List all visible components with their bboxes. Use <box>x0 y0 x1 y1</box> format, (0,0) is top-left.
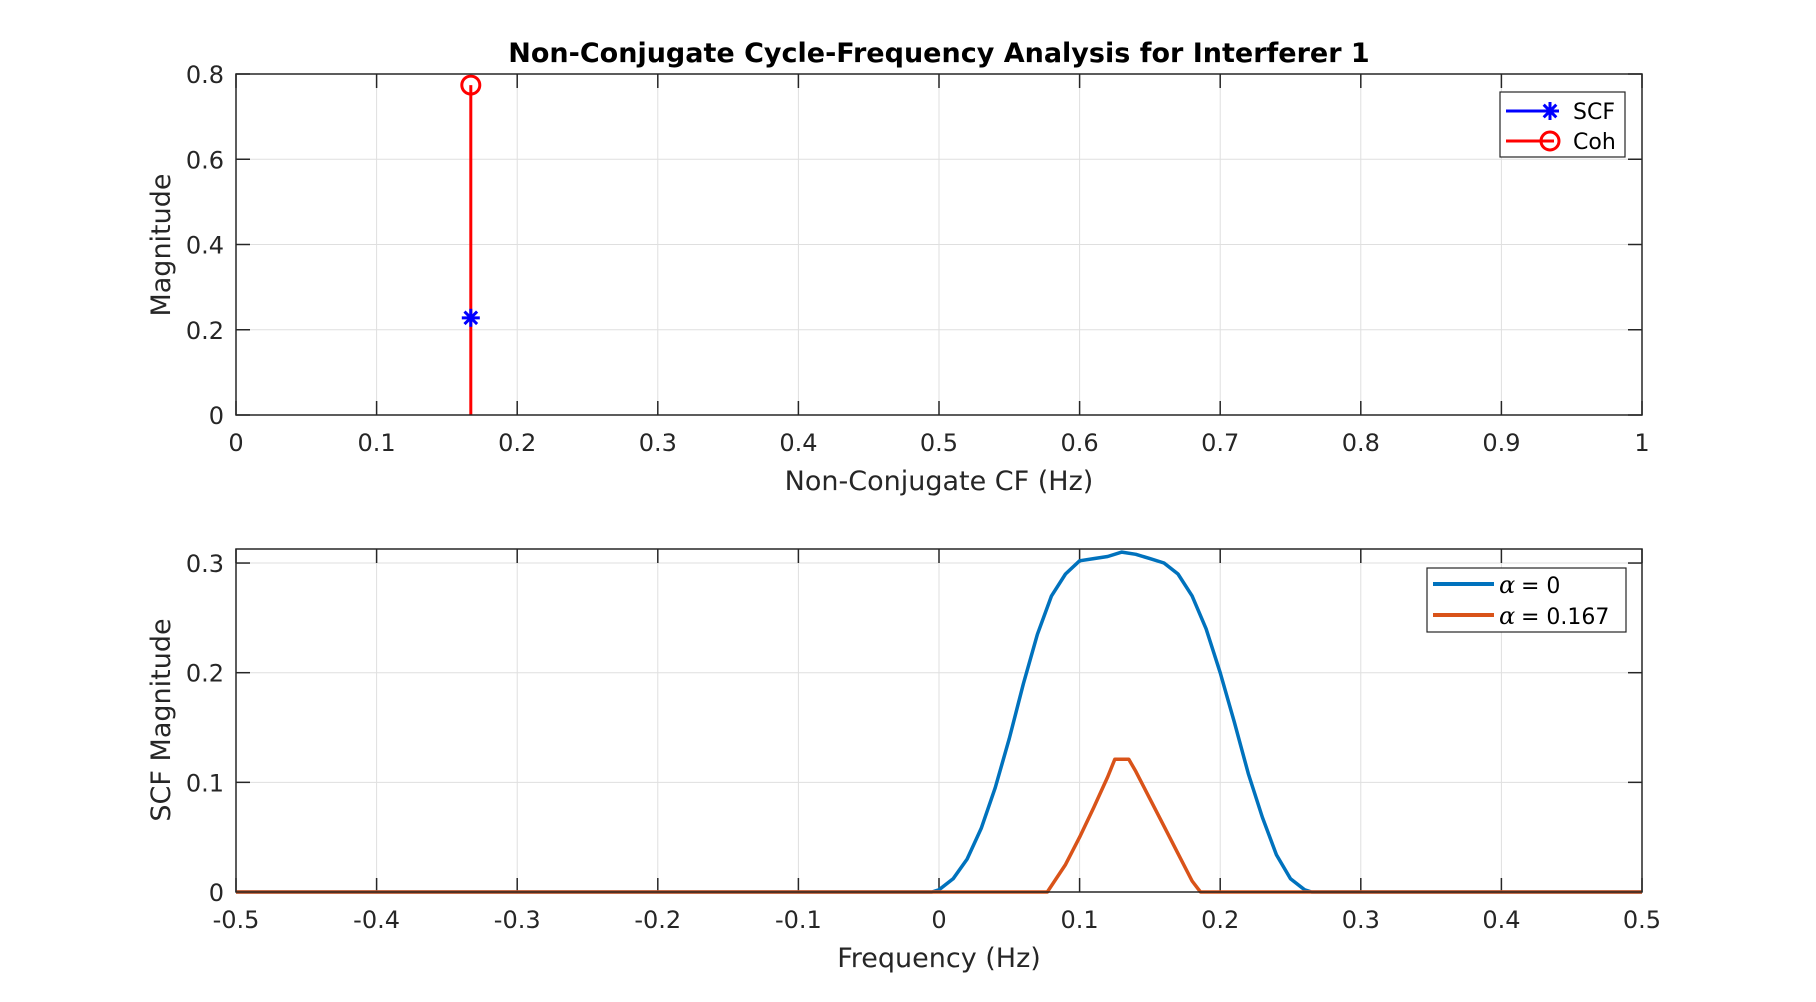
bottom-axes-box <box>235 548 1643 893</box>
top-axes: 0 0.1 0.2 0.3 0.4 0.5 0.6 0.7 0.8 0.9 1 0 0.2 0.4 0.6 0… <box>146 38 1650 497</box>
scf-marker <box>461 308 480 327</box>
y-tick-label: 0.4 <box>186 232 224 260</box>
x-tick-label: 0.7 <box>1201 429 1239 457</box>
x-tick-label: -0.3 <box>494 906 541 934</box>
y-tick-label: 0 <box>209 402 224 430</box>
x-tick-label: 0.3 <box>639 429 677 457</box>
bottom-ticks: -0.5 -0.4 -0.3 -0.2 -0.1 0 0.1 0.2 0.3 0.4 0.5 0 0.1… <box>186 549 1661 934</box>
x-tick-label: 0 <box>228 429 243 457</box>
x-tick-label: 0.5 <box>1623 906 1661 934</box>
x-tick-label: 0.2 <box>1201 906 1239 934</box>
x-tick-label: 1 <box>1634 429 1649 457</box>
x-tick-label: -0.1 <box>775 906 822 934</box>
x-tick-label: -0.4 <box>353 906 400 934</box>
x-tick-label: 0.3 <box>1342 906 1380 934</box>
asterisk-marker-icon <box>1541 102 1559 120</box>
x-tick-label: 0.4 <box>1482 906 1520 934</box>
top-data <box>460 74 482 415</box>
bottom-legend: α = 0 α = 0.167 <box>1426 567 1627 633</box>
x-tick-label: 0.6 <box>1061 429 1099 457</box>
x-tick-label: 0.1 <box>358 429 396 457</box>
x-tick-label: 0 <box>931 906 946 934</box>
alpha-symbol-icon: α <box>1499 602 1515 630</box>
top-legend-box <box>1499 91 1626 158</box>
y-tick-label: 0.3 <box>186 550 224 578</box>
legend-scf-label: SCF <box>1573 100 1615 125</box>
x-tick-label: 0.8 <box>1342 429 1380 457</box>
top-legend: SCF Coh <box>1499 91 1626 158</box>
chart-title: Non-Conjugate Cycle-Frequency Analysis f… <box>508 38 1369 69</box>
x-tick-label: 0.4 <box>779 429 817 457</box>
coh-marker <box>460 74 482 96</box>
alpha-symbol-icon: α <box>1499 571 1515 599</box>
top-ticks: 0 0.1 0.2 0.3 0.4 0.5 0.6 0.7 0.8 0.9 1 0 0.2 0.4 0.6 0… <box>186 61 1650 457</box>
top-x-axis-label: Non-Conjugate CF (Hz) <box>785 466 1094 497</box>
bottom-data <box>235 550 1643 894</box>
bottom-axes: -0.5 -0.4 -0.3 -0.2 -0.1 0 0.1 0.2 0.3 0.4 0.5 0 0.1… <box>146 548 1661 974</box>
top-y-axis-label: Magnitude <box>146 173 177 316</box>
y-tick-label: 0.6 <box>186 146 224 174</box>
top-axes-box <box>235 73 1643 416</box>
x-tick-label: 0.1 <box>1061 906 1099 934</box>
bottom-y-axis-label: SCF Magnitude <box>146 618 177 821</box>
x-tick-label: -0.5 <box>213 906 260 934</box>
x-tick-label: -0.2 <box>634 906 681 934</box>
legend-alpha0167-label: = 0.167 <box>1521 605 1609 630</box>
y-tick-label: 0.2 <box>186 660 224 688</box>
bottom-x-axis-label: Frequency (Hz) <box>837 943 1041 974</box>
y-tick-label: 0.2 <box>186 317 224 345</box>
y-tick-label: 0.1 <box>186 769 224 797</box>
legend-coh-label: Coh <box>1573 130 1616 155</box>
legend-alpha0-label: = 0 <box>1521 574 1560 599</box>
x-tick-label: 0.5 <box>920 429 958 457</box>
x-tick-label: 0.2 <box>498 429 536 457</box>
y-tick-label: 0 <box>209 879 224 907</box>
y-tick-label: 0.8 <box>186 61 224 89</box>
x-tick-label: 0.9 <box>1482 429 1520 457</box>
bottom-legend-box <box>1426 567 1627 633</box>
circle-marker-icon <box>1539 130 1561 152</box>
